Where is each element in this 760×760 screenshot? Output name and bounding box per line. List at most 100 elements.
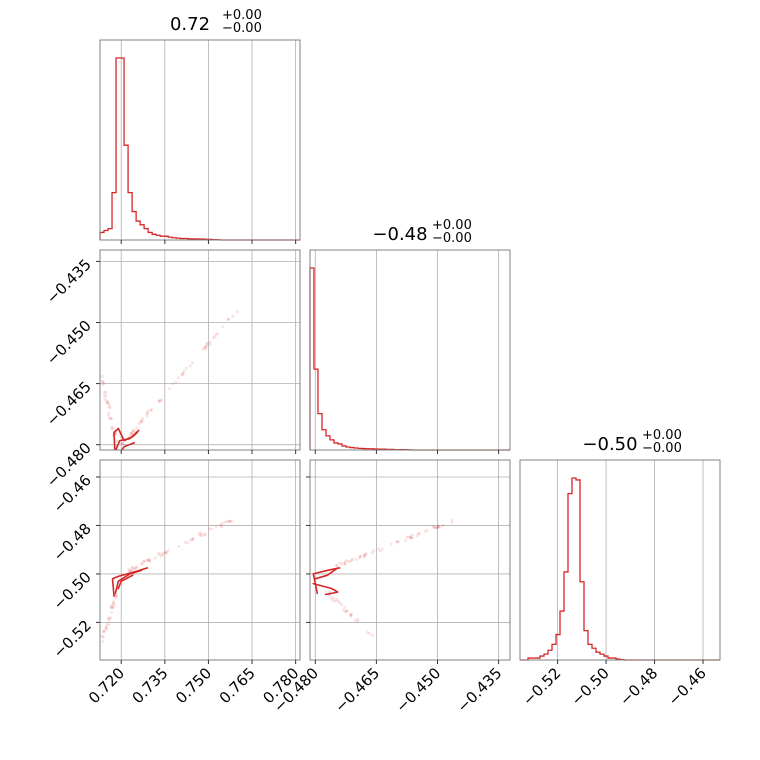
scatter-point <box>380 547 384 551</box>
scatter-point <box>102 381 106 385</box>
panel-title-sub: −0.00 <box>642 441 682 456</box>
scatter-point <box>220 525 224 529</box>
histogram-step-line <box>309 267 510 451</box>
scatter-point <box>105 401 109 405</box>
scatter-point <box>228 520 232 524</box>
scatter-point <box>358 554 362 558</box>
scatter-point <box>158 399 162 403</box>
panel-title: −0.50 <box>582 434 637 455</box>
scatter-point <box>410 533 414 537</box>
scatter-point <box>450 518 454 522</box>
scatter-point <box>183 540 187 544</box>
scatter-point <box>191 537 195 541</box>
scatter-point <box>111 606 115 610</box>
scatter-point <box>106 616 110 620</box>
scatter-point <box>140 417 144 421</box>
scatter-point <box>363 554 367 558</box>
scatter-point <box>140 419 144 423</box>
scatter-point <box>330 598 334 602</box>
x-tick-label: 0.720 <box>85 664 128 707</box>
scatter-point <box>220 325 224 329</box>
scatter-point <box>343 560 347 564</box>
scatter-point <box>416 531 420 535</box>
scatter-point <box>437 525 441 529</box>
scatter-point <box>180 373 184 377</box>
scatter-point <box>184 366 188 370</box>
density-contour <box>312 582 339 596</box>
scatter-point <box>147 558 151 562</box>
scatter-point <box>436 525 440 529</box>
scatter-point <box>222 521 226 525</box>
scatter-point <box>356 619 360 623</box>
scatter-point <box>340 602 344 606</box>
scatter-point <box>111 602 115 606</box>
scatter-point <box>423 530 427 534</box>
scatter-point <box>109 605 113 609</box>
scatter-point <box>115 439 119 443</box>
scatter-point <box>129 432 133 436</box>
scatter-point <box>102 629 106 633</box>
scatter-point <box>333 599 337 603</box>
density-contour <box>314 567 339 580</box>
scatter-point <box>409 535 413 539</box>
scatter-point <box>417 532 421 536</box>
scatter-point <box>197 532 201 536</box>
scatter-point <box>342 608 346 612</box>
scatter-point <box>235 310 239 314</box>
scatter-point <box>131 428 135 432</box>
scatter-point <box>229 519 233 523</box>
scatter-point <box>120 441 124 445</box>
y-tick-label: −0.52 <box>50 617 95 662</box>
x-tick-label: −0.450 <box>392 664 444 716</box>
scatter-point <box>203 532 207 536</box>
scatter-point <box>409 536 413 540</box>
scatter-point <box>147 558 151 562</box>
scatter-point <box>370 551 374 555</box>
scatter-point <box>171 382 175 386</box>
scatter-point <box>156 552 160 556</box>
scatter-point <box>135 426 139 430</box>
scatter-point <box>346 559 350 563</box>
scatter-point <box>157 399 161 403</box>
scatter-point <box>107 403 111 407</box>
scatter-point <box>159 554 163 558</box>
scatter-point <box>133 566 137 570</box>
scatter-point <box>216 331 220 335</box>
scatter-point <box>106 400 110 404</box>
scatter-point <box>130 430 134 434</box>
scatter-point <box>335 563 339 567</box>
scatter-point <box>367 631 371 635</box>
scatter-point <box>134 566 138 570</box>
scatter-point <box>214 333 218 337</box>
scatter-point <box>199 531 203 535</box>
x-tick-label: 0.765 <box>216 664 259 707</box>
scatter-point <box>188 538 192 542</box>
scatter-point <box>111 427 115 431</box>
scatter-point <box>160 398 164 402</box>
scatter-point <box>198 533 202 537</box>
scatter-point <box>342 562 346 566</box>
scatter-point <box>101 630 105 634</box>
scatter-point <box>100 374 104 378</box>
scatter-point <box>211 336 215 340</box>
scatter-point <box>343 562 347 566</box>
panel-title-sup: +0.00 <box>222 8 262 23</box>
scatter-point <box>201 347 205 351</box>
y-tick-label: −0.465 <box>43 378 95 430</box>
scatter-point <box>153 556 157 560</box>
scatter-point <box>365 630 369 634</box>
scatter-point <box>182 369 186 373</box>
scatter-point <box>132 567 136 571</box>
panel-title-sub: −0.00 <box>222 21 262 36</box>
scatter-point <box>425 528 429 532</box>
scatter-point <box>205 344 209 348</box>
panel-title-sup: +0.00 <box>642 428 682 443</box>
scatter-point <box>106 413 110 417</box>
scatter-point <box>349 614 353 618</box>
scatter-point <box>135 565 139 569</box>
scatter-point <box>121 442 125 446</box>
scatter-point <box>345 609 349 613</box>
scatter-point <box>224 520 228 524</box>
scatter-point <box>410 536 414 540</box>
scatter-point <box>109 417 113 421</box>
